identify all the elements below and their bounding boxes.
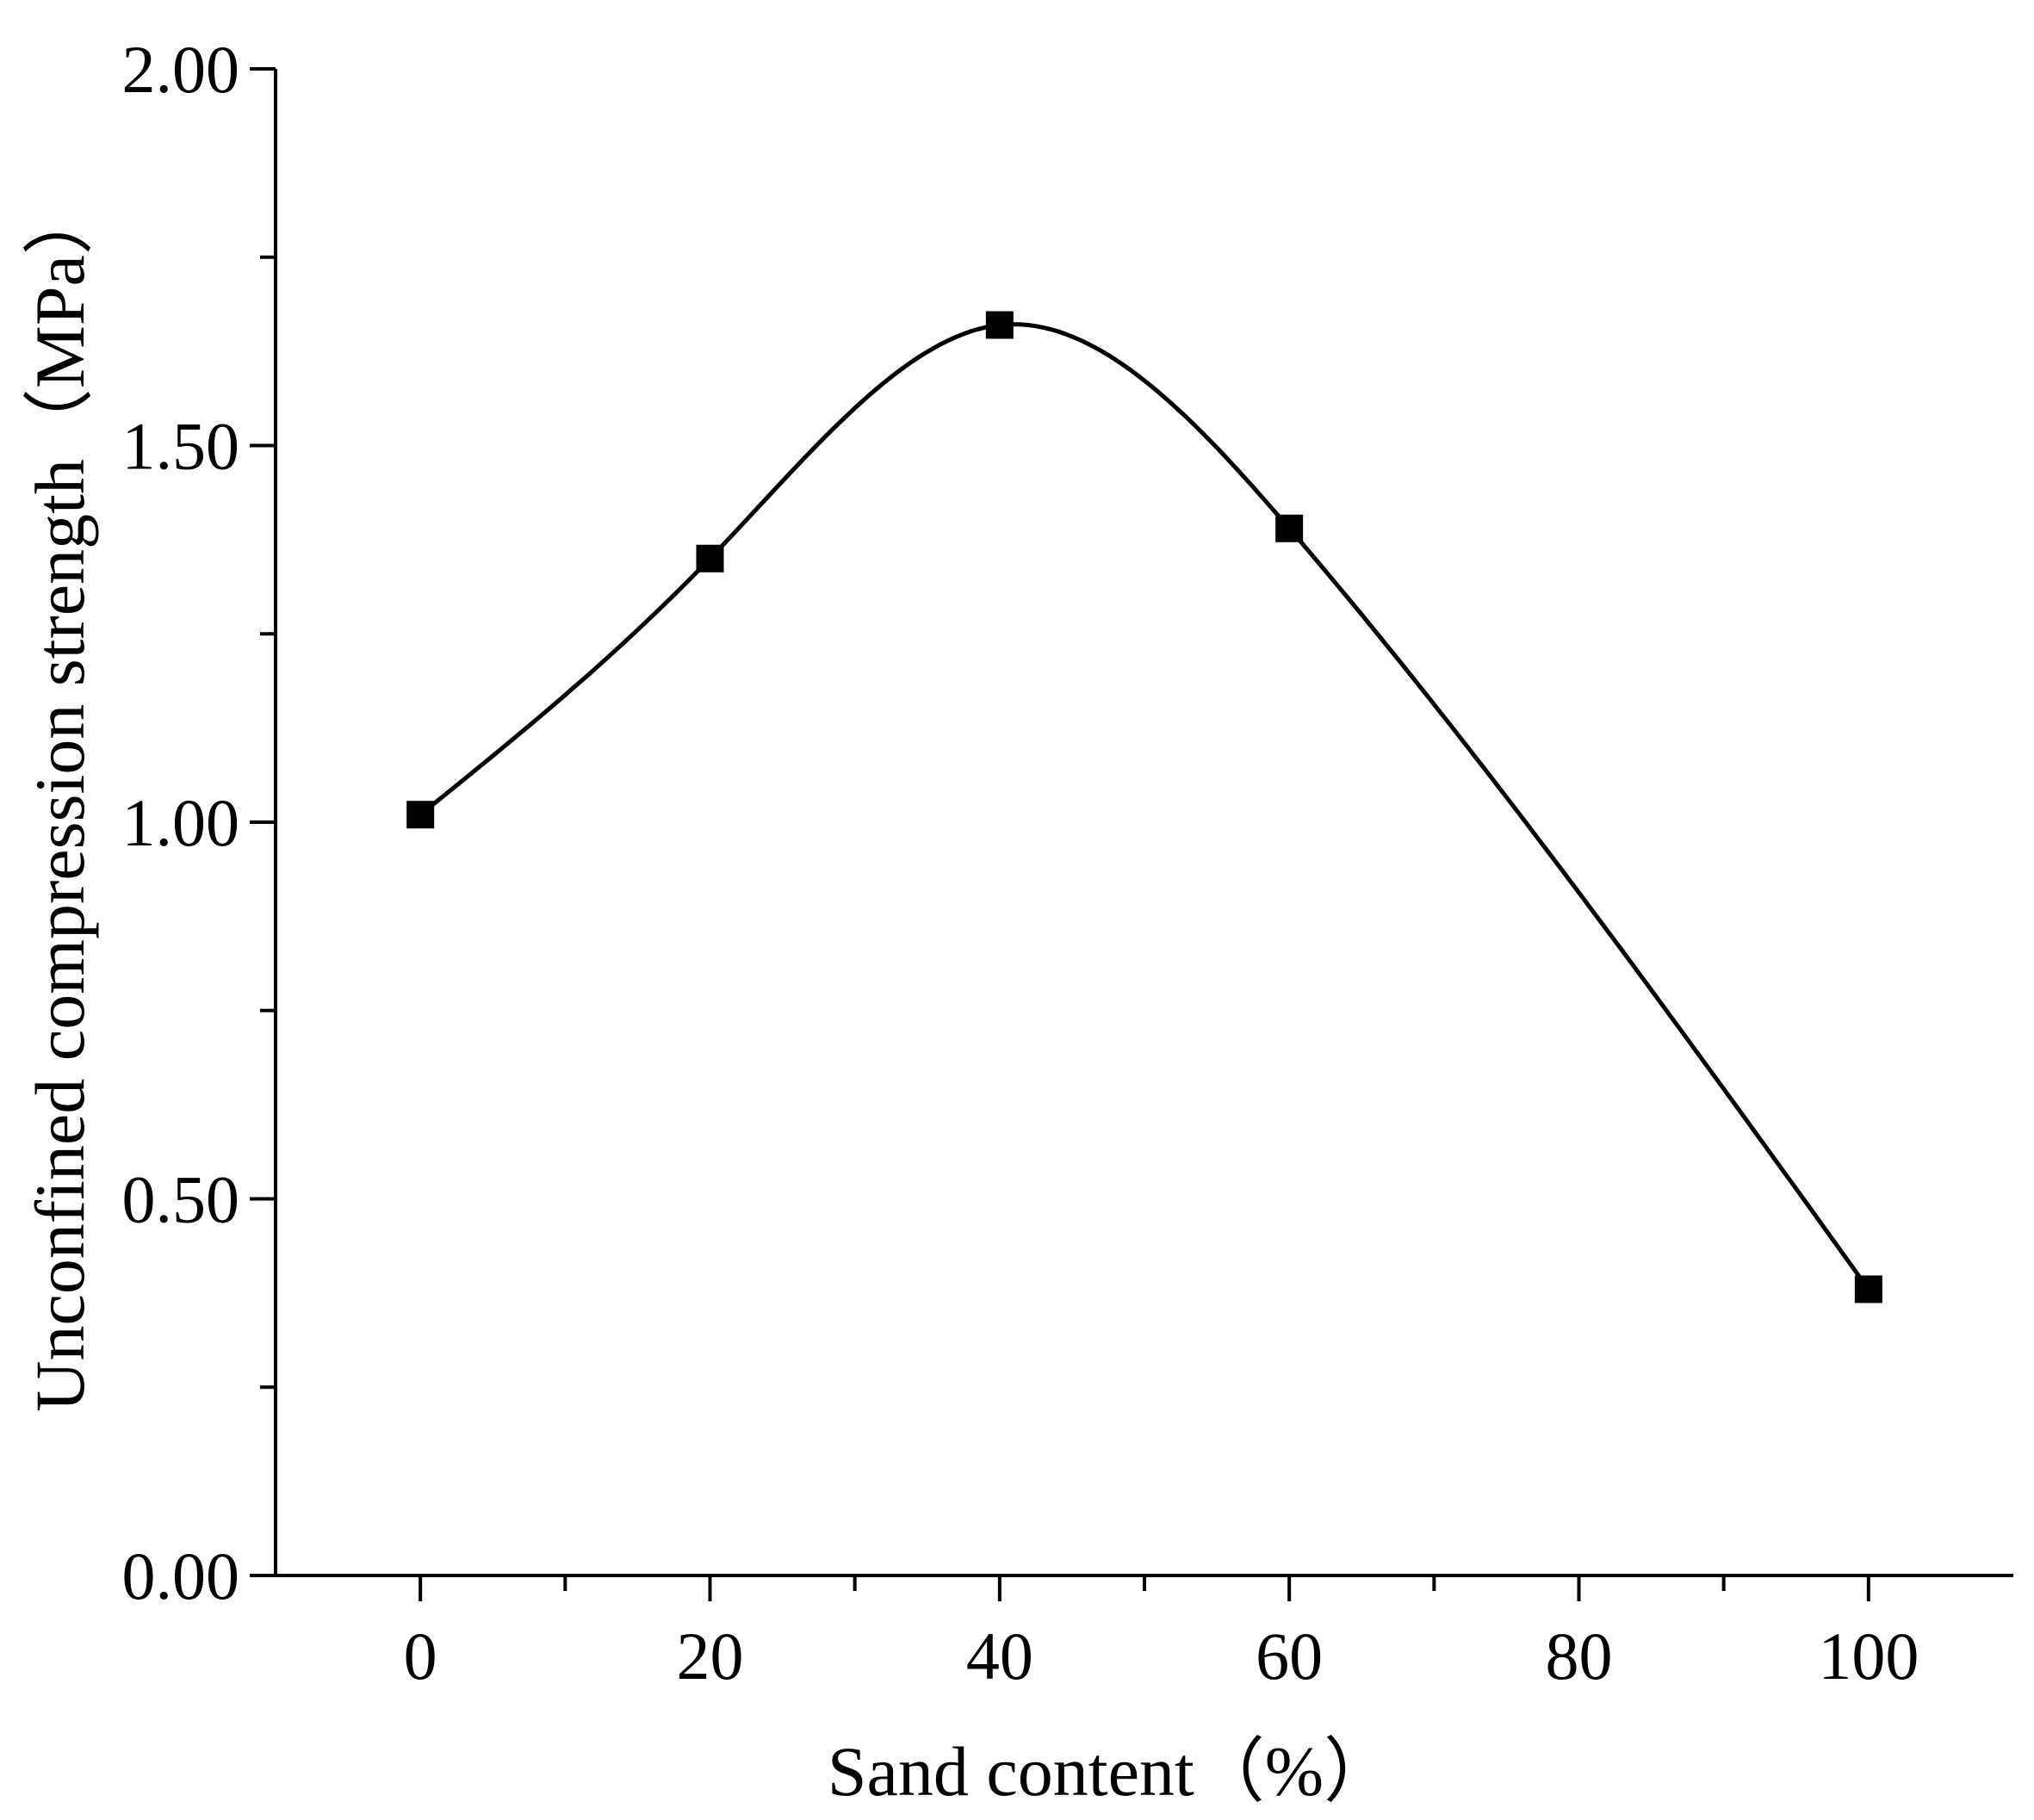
series-layer: [419, 322, 1870, 1291]
y-tick-label: 2.00: [122, 32, 240, 107]
y-tick-label: 1.00: [122, 785, 240, 860]
x-tick-label: 60: [1256, 1619, 1323, 1693]
axes: 0 20 40 60 80 100 0.00 0.50 1.00 1.50 2.00: [122, 32, 2013, 1693]
y-tick-label: 0.50: [122, 1162, 240, 1237]
data-point-marker: [985, 311, 1014, 339]
y-tick-label: 0.00: [122, 1538, 240, 1613]
data-point-marker: [1854, 1275, 1882, 1303]
x-tick-label: 100: [1818, 1619, 1919, 1693]
marker-layer: [406, 311, 1882, 1303]
series-line: [419, 322, 1870, 1291]
data-point-marker: [696, 544, 724, 573]
x-tick-label: 20: [677, 1619, 744, 1693]
x-axis-title: Sand content（%）: [828, 1732, 1394, 1811]
data-point-marker: [1275, 514, 1304, 542]
x-tick-label: 80: [1546, 1619, 1613, 1693]
y-axis-title: Unconfined compression strength（MPa）: [21, 184, 99, 1412]
y-tick-label: 1.50: [122, 409, 240, 484]
data-point-marker: [406, 801, 435, 829]
x-tick-label: 0: [404, 1619, 437, 1693]
x-tick-label: 40: [966, 1619, 1033, 1693]
